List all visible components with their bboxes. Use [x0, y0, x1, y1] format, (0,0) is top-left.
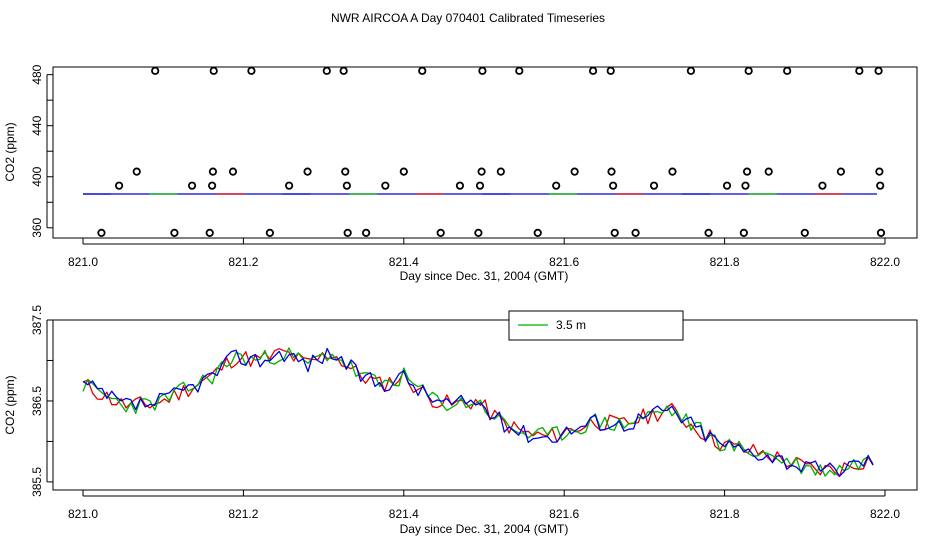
top-point-36	[606, 66, 615, 75]
top-point-39	[610, 228, 619, 237]
top-point-2	[132, 167, 141, 176]
top-point-6	[205, 228, 214, 237]
bottom-y-tick-label-2: 387.5	[30, 305, 44, 335]
top-point-19	[343, 228, 352, 237]
top-point-5	[187, 181, 197, 190]
top-point-48	[742, 167, 752, 176]
bottom-x-axis: 821.0 821.2 821.4 821.6 821.8 822.0	[68, 490, 900, 521]
top-y-label: CO2 (ppm)	[3, 122, 17, 181]
bottom-series-lines	[82, 347, 874, 478]
top-point-43	[686, 66, 696, 75]
top-point-0	[97, 228, 106, 237]
top-point-18	[342, 181, 351, 190]
bottom-y-tick-label-1: 386.5	[30, 386, 44, 416]
bottom-x-tick-label-2: 821.4	[389, 507, 419, 521]
top-point-21	[381, 181, 390, 190]
top-point-32	[533, 228, 542, 237]
top-point-53	[818, 181, 827, 190]
top-point-34	[570, 167, 579, 176]
top-point-42	[668, 167, 677, 176]
top-point-29	[478, 66, 487, 75]
top-point-30	[496, 167, 505, 176]
top-point-7	[208, 181, 217, 190]
top-point-11	[247, 66, 256, 75]
top-point-20	[362, 228, 371, 237]
top-y-tick-label-3: 480	[30, 64, 44, 84]
top-point-59	[876, 228, 886, 237]
bottom-chart: 821.0 821.2 821.4 821.6 821.8 822.0 385.5 386.…	[3, 305, 918, 536]
top-point-13	[285, 181, 294, 190]
top-x-tick-label-3: 821.6	[549, 255, 579, 269]
top-points	[97, 66, 886, 237]
legend-label-green: 3.5 m	[556, 318, 586, 332]
top-y-tick-label-1: 400	[30, 166, 44, 186]
top-point-35	[588, 66, 598, 75]
bottom-line-3-5-m	[82, 347, 874, 477]
top-point-46	[739, 228, 748, 237]
top-chart: 821.0 821.2 821.4 821.6 821.8 822.0 360 400 440…	[3, 64, 918, 283]
top-point-45	[722, 181, 732, 190]
top-x-tick-label-0: 821.0	[68, 255, 98, 269]
top-point-12	[265, 228, 274, 237]
bottom-y-tick-label-0: 385.5	[30, 467, 44, 497]
top-point-50	[764, 167, 773, 176]
top-point-55	[855, 66, 864, 75]
top-point-24	[436, 228, 445, 237]
top-point-1	[114, 181, 124, 190]
bottom-y-label: CO2 (ppm)	[3, 375, 17, 434]
bottom-x-label: Day since Dec. 31, 2004 (GMT)	[400, 522, 569, 536]
top-y-tick-label-0: 360	[30, 217, 44, 237]
top-x-tick-label-5: 822.0	[870, 255, 900, 269]
top-x-tick-label-1: 821.2	[228, 255, 258, 269]
top-point-26	[474, 228, 483, 237]
top-plot-frame	[52, 66, 918, 239]
top-point-10	[228, 167, 238, 176]
top-point-14	[303, 167, 312, 176]
top-point-54	[836, 167, 845, 176]
top-point-9	[209, 66, 218, 75]
top-point-27	[475, 181, 485, 190]
top-point-25	[455, 181, 465, 190]
top-x-tick-label-2: 821.4	[389, 255, 419, 269]
top-point-56	[874, 66, 883, 75]
top-point-58	[876, 181, 885, 190]
top-point-4	[170, 228, 179, 237]
top-point-40	[631, 228, 640, 237]
top-point-37	[607, 167, 616, 176]
top-x-label: Day since Dec. 31, 2004 (GMT)	[400, 269, 569, 283]
top-point-41	[649, 181, 659, 190]
top-point-51	[783, 66, 792, 75]
top-point-33	[552, 181, 561, 190]
top-x-tick-label-4: 821.8	[710, 255, 740, 269]
bottom-y-axis: 385.5 386.5 387.5	[30, 305, 53, 497]
bottom-x-tick-label-4: 821.8	[710, 507, 740, 521]
top-y-tick-label-2: 440	[30, 115, 44, 135]
top-point-28	[477, 167, 486, 176]
top-x-axis: 821.0 821.2 821.4 821.6 821.8 822.0	[68, 238, 900, 269]
top-point-49	[744, 66, 753, 75]
top-point-16	[339, 66, 348, 75]
bottom-line-series-blue	[82, 347, 874, 477]
top-point-15	[322, 66, 331, 75]
top-point-44	[704, 228, 713, 237]
bottom-x-tick-label-5: 822.0	[870, 507, 900, 521]
bottom-x-tick-label-0: 821.0	[68, 507, 98, 521]
top-point-47	[741, 181, 750, 190]
top-point-3	[151, 66, 160, 75]
top-point-22	[399, 167, 408, 176]
top-point-52	[800, 228, 809, 237]
bottom-x-tick-label-1: 821.2	[228, 507, 258, 521]
top-point-38	[609, 181, 618, 190]
bottom-plot-frame	[52, 319, 918, 491]
top-y-axis: 360 400 440 480	[30, 64, 53, 238]
top-point-8	[208, 167, 218, 176]
top-point-17	[341, 167, 350, 176]
top-point-57	[875, 167, 884, 176]
figure-title: NWR AIRCOA A Day 070401 Calibrated Times…	[331, 11, 605, 25]
top-point-31	[515, 66, 524, 75]
legend: 3.5 m	[508, 310, 684, 341]
top-point-23	[418, 66, 427, 75]
bottom-x-tick-label-3: 821.6	[549, 507, 579, 521]
